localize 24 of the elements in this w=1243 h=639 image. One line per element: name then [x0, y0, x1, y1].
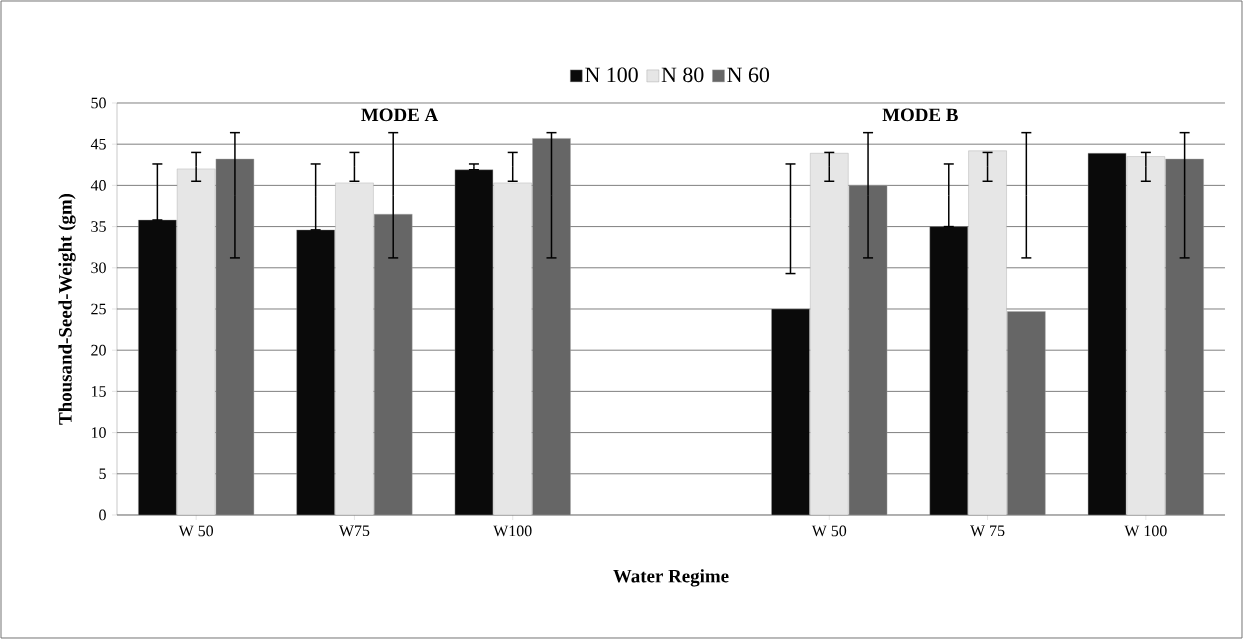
x-tick-label: W 100 [1124, 525, 1167, 537]
y-tick-label: 15 [91, 386, 106, 397]
annotation: MODE A [361, 108, 439, 122]
y-tick-label: 5 [99, 468, 106, 480]
legend-label: N 60 [727, 67, 770, 83]
x-tick-label: W 50 [178, 525, 214, 537]
x-tick-label: W 50 [811, 525, 847, 537]
legend-label: N 80 [661, 67, 704, 83]
y-tick-label: 40 [90, 180, 106, 191]
x-axis-title: Water Regime [613, 569, 729, 587]
y-tick-label: 30 [91, 262, 106, 274]
y-tick-label: 0 [99, 509, 106, 521]
y-tick-label: 35 [91, 221, 106, 232]
x-tick-label: W100 [493, 525, 532, 537]
y-tick-label: 45 [90, 138, 106, 150]
y-tick-label: 25 [91, 303, 106, 315]
y-axis-title: Thousand-Seed-Weight (gm) [58, 193, 76, 425]
legend-label: N 100 [585, 67, 638, 83]
y-tick-label: 50 [91, 97, 106, 109]
annotation: MODE B [882, 108, 958, 122]
y-tick-label: 20 [91, 344, 106, 356]
x-tick-label: W 75 [970, 525, 1005, 537]
x-tick-label: W75 [338, 525, 370, 537]
y-tick-label: 10 [91, 427, 106, 438]
